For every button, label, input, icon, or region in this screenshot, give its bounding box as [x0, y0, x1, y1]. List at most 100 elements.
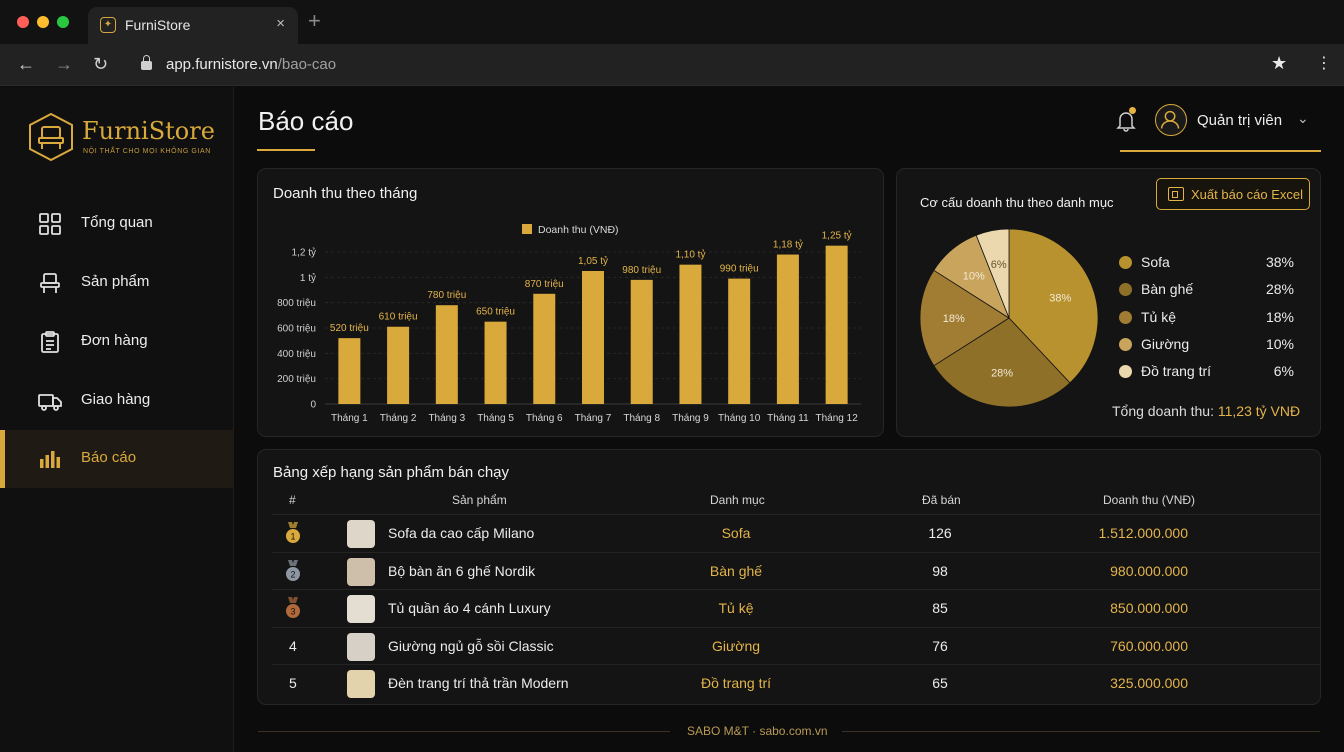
- rank-number: 4: [289, 637, 297, 654]
- x-tick-label: Tháng 11: [767, 413, 809, 424]
- pie-slice[interactable]: [933, 317, 1071, 408]
- y-tick-label: 600 triệu: [277, 324, 316, 335]
- pie-slice-label: 38%: [1049, 293, 1071, 305]
- new-tab-button[interactable]: +: [308, 8, 321, 33]
- page-title: Báo cáo: [258, 106, 354, 136]
- product-name[interactable]: Bộ bàn ăn 6 ghế Nordik: [388, 562, 536, 579]
- forward-icon[interactable]: →: [55, 54, 73, 74]
- back-icon[interactable]: ←: [17, 54, 35, 74]
- x-tick-label: Tháng 1: [331, 413, 368, 424]
- product-name[interactable]: Đèn trang trí thả trần Modern: [388, 675, 569, 691]
- product-thumbnail: [347, 632, 375, 661]
- bar[interactable]: [435, 305, 458, 404]
- user-underline: [1120, 150, 1321, 152]
- logo-tagline: NỘI THẤT CHO MỌI KHÔNG GIAN: [83, 148, 211, 155]
- browser-tab[interactable]: ✦ FurniStore ×: [88, 7, 298, 44]
- column-header-category: Danh mục: [710, 493, 765, 507]
- sidebar: FurniStore NỘI THẤT CHO MỌI KHÔNG GIAN T…: [0, 87, 234, 752]
- bar[interactable]: [728, 278, 751, 404]
- product-name[interactable]: Sofa da cao cấp Milano: [388, 525, 535, 541]
- pie-legend-item: Tủ kệ 18%: [1119, 308, 1294, 328]
- tab-title: FurniStore: [125, 17, 191, 33]
- svg-text:3: 3: [290, 607, 295, 617]
- legend-percent: 10%: [1265, 335, 1294, 352]
- column-header-sold: Đã bán: [922, 493, 961, 507]
- bar-data-label: 990 triệu: [720, 264, 759, 275]
- total-revenue: Tổng doanh thu: 11,23 tỷ VNĐ: [1112, 403, 1300, 419]
- export-excel-button[interactable]: Xuất báo cáo Excel: [1156, 178, 1310, 210]
- table-row[interactable]: 2 Bộ bàn ăn 6 ghế Nordik Bàn ghế 98 980.000.…: [272, 551, 1320, 589]
- minimize-window-button[interactable]: [37, 16, 49, 28]
- browser-menu-icon[interactable]: ⋮: [1316, 55, 1332, 72]
- bar[interactable]: [484, 321, 507, 404]
- bar[interactable]: [630, 279, 653, 404]
- legend-percent: 38%: [1265, 254, 1294, 270]
- export-label: Xuất báo cáo Excel: [1191, 187, 1304, 202]
- favicon-icon: ✦: [100, 17, 116, 33]
- legend-name: Giường: [1141, 335, 1190, 352]
- bookmark-star-icon[interactable]: ★: [1271, 53, 1288, 73]
- bar[interactable]: [533, 293, 556, 404]
- lock-icon: [141, 55, 152, 70]
- legend-percent: 6%: [1273, 363, 1294, 380]
- chair-icon: [40, 273, 60, 293]
- bell-icon[interactable]: [1116, 110, 1136, 132]
- svg-text:1: 1: [290, 532, 295, 542]
- sidebar-item-san-pham[interactable]: Sản phẩm: [0, 254, 234, 312]
- table-row[interactable]: 1 Sofa da cao cấp Milano Sofa 126 1.512.000.…: [272, 514, 1320, 551]
- product-thumbnail: [347, 557, 375, 586]
- tab-close-icon[interactable]: ×: [276, 15, 285, 32]
- bar[interactable]: [776, 254, 799, 404]
- url-path: /bao-cao: [277, 56, 337, 73]
- product-name[interactable]: Tủ quần áo 4 cánh Luxury: [388, 600, 551, 616]
- pie-slice[interactable]: [975, 228, 1010, 319]
- url-field[interactable]: app.furnistore.vn/bao-cao: [166, 56, 336, 73]
- sidebar-item-tong-quan[interactable]: Tổng quan: [0, 195, 234, 253]
- maximize-window-button[interactable]: [57, 16, 69, 28]
- revenue-chart-title: Doanh thu theo tháng: [273, 185, 418, 202]
- grid-icon: [39, 213, 61, 235]
- legend-swatch: [1119, 365, 1132, 379]
- sidebar-item-label: Giao hàng: [81, 391, 151, 408]
- medal-bronze-icon: 3: [286, 597, 300, 618]
- bar[interactable]: [825, 245, 848, 404]
- pie-legend-item: Đồ trang trí 6%: [1119, 362, 1294, 382]
- footer-text: SABO M&T · sabo.com.vn: [687, 724, 828, 738]
- sidebar-item-bao-cao[interactable]: Báo cáo: [0, 430, 234, 488]
- product-name[interactable]: Giường ngủ gỗ sồi Classic: [388, 637, 554, 654]
- bar[interactable]: [679, 264, 702, 404]
- bar[interactable]: [582, 271, 604, 404]
- avatar[interactable]: [1155, 104, 1187, 136]
- product-thumbnail: [347, 670, 375, 698]
- legend-name: Đồ trang trí: [1141, 363, 1212, 380]
- legend-name: Tủ kệ: [1141, 308, 1177, 325]
- bar-data-label: 520 triệu: [330, 323, 369, 334]
- sidebar-item-don-hang[interactable]: Đơn hàng: [0, 313, 234, 371]
- user-name[interactable]: Quản trị viên: [1197, 112, 1283, 129]
- legend-name: Bàn ghế: [1141, 281, 1194, 298]
- x-tick-label: Tháng 8: [623, 413, 660, 424]
- chevron-down-icon[interactable]: ⌄: [1297, 110, 1309, 126]
- table-row[interactable]: 5 Đèn trang trí thả trần Modern Đồ trang t…: [272, 664, 1320, 701]
- revenue-bar-chart: Doanh thu (VNĐ) 0 200 triệu 400 triệu 600 t…: [277, 224, 861, 424]
- reload-icon[interactable]: ↻: [93, 54, 109, 74]
- bar[interactable]: [387, 326, 410, 404]
- y-tick-label: 400 triệu: [277, 349, 316, 360]
- column-header-product: Sản phẩm: [452, 493, 507, 507]
- column-header-rank: #: [289, 493, 296, 507]
- y-tick-label: 800 triệu: [277, 298, 316, 309]
- table-row[interactable]: 3 Tủ quần áo 4 cánh Luxury Tủ kệ 85 850.000.…: [272, 589, 1320, 626]
- bar-data-label: 870 triệu: [525, 279, 564, 290]
- pie-slice-label: 18%: [943, 313, 965, 325]
- pie-slice-label: 10%: [963, 270, 985, 282]
- bar[interactable]: [338, 338, 361, 404]
- sidebar-item-giao-hang[interactable]: Giao hàng: [0, 372, 234, 430]
- pie-slice[interactable]: [1008, 228, 1099, 384]
- legend-swatch: [1119, 337, 1132, 351]
- table-row[interactable]: 4 Giường ngủ gỗ sồi Classic Giường 76 760.00…: [272, 626, 1320, 664]
- close-window-button[interactable]: [17, 16, 29, 28]
- pie-slice[interactable]: [919, 269, 1010, 367]
- legend-percent: 28%: [1265, 281, 1294, 298]
- total-label: Tổng doanh thu:: [1112, 403, 1214, 419]
- x-tick-label: Tháng 7: [575, 413, 612, 424]
